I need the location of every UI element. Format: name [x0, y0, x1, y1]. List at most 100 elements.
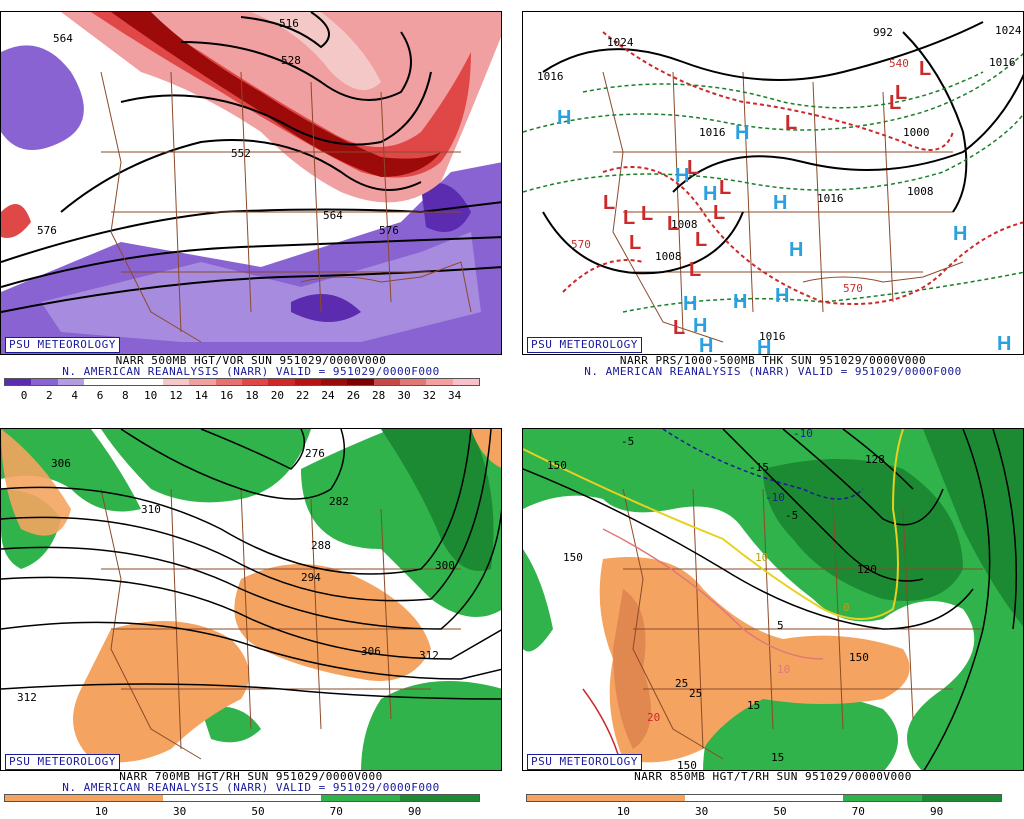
- temperature-label: 20: [647, 711, 660, 724]
- panel-500mb-vorticity: 564 516 528 552 564 576 576 PSU METEOROL…: [0, 11, 502, 403]
- panel-header: NARR 850MB HGT/T/RH SUN 951029/0000V000: [634, 770, 912, 783]
- colorbar-swatch: [426, 379, 453, 385]
- pressure-map-graphic: H H H H H H H H H H H H H H L L L L L L: [523, 12, 1023, 355]
- panel-subheader: N. AMERICAN REANALYSIS (NARR) VALID = 95…: [584, 365, 962, 378]
- svg-text:L: L: [673, 317, 685, 339]
- colorbar-tick-label: 12: [169, 389, 183, 402]
- colorbar-tick-label: 6: [96, 389, 104, 402]
- colorbar-swatch: [31, 379, 58, 385]
- colorbar-tick-label: 0: [20, 389, 28, 402]
- pressure-contour-label: 1008: [671, 218, 698, 231]
- colorbar-swatch: [320, 379, 348, 385]
- height-contour-label: 150: [563, 551, 583, 564]
- vort-contour-label: 552: [231, 147, 251, 160]
- height-contour-label: 288: [311, 539, 331, 552]
- vort-contour-label: 516: [279, 17, 299, 30]
- svg-text:L: L: [713, 202, 725, 224]
- height-contour-label: 150: [547, 459, 567, 472]
- vorticity-map: 564 516 528 552 564 576 576: [0, 11, 502, 355]
- colorbar-swatch: [84, 795, 163, 801]
- temperature-label: -10: [793, 429, 813, 440]
- height-contour-label: 306: [51, 457, 71, 470]
- pressure-contour-label: 1000: [903, 126, 930, 139]
- pressure-contour-label: 992: [873, 26, 893, 39]
- vort-contour-label: 576: [379, 224, 399, 237]
- thickness-contour-label: 540: [889, 57, 909, 70]
- height-contour-label: 312: [419, 649, 439, 662]
- colorbar-swatch: [163, 795, 242, 801]
- colorbar-labels: 10 30 50 70 90: [526, 805, 1002, 818]
- pressure-contour-label: 1008: [655, 250, 682, 263]
- svg-text:H: H: [693, 315, 707, 337]
- credit-label: PSU METEOROLOGY: [5, 754, 120, 770]
- svg-text:L: L: [695, 229, 707, 251]
- temperature-850-map-graphic: 150 150 -5 -10 -15 -10 -5 128 120 10 0 5…: [523, 429, 1023, 770]
- svg-text:L: L: [689, 259, 701, 281]
- panel-subheader: N. AMERICAN REANALYSIS (NARR) VALID = 95…: [62, 781, 440, 794]
- colorbar-tick-label: 32: [422, 389, 436, 402]
- svg-text:H: H: [757, 337, 771, 355]
- temperature-label: 0: [843, 601, 850, 614]
- vort-contour-label: 576: [37, 224, 57, 237]
- thickness-contour-label: 570: [571, 238, 591, 251]
- colorbar-tick-label: 30: [173, 805, 187, 818]
- svg-text:L: L: [641, 203, 653, 225]
- svg-text:L: L: [785, 112, 797, 134]
- pressure-map: H H H H H H H H H H H H H H L L L L L L: [522, 11, 1024, 355]
- colorbar-tick-label: 10: [94, 805, 108, 818]
- colorbar-swatch: [242, 795, 321, 801]
- colorbar-tick-label: 22: [296, 389, 310, 402]
- height-contour-label: 282: [329, 495, 349, 508]
- panel-header: NARR PRS/1000-500MB THK SUN 951029/0000V…: [619, 354, 927, 367]
- colorbar-swatch: [215, 379, 242, 385]
- svg-text:H: H: [733, 291, 747, 313]
- colorbar: [526, 794, 1002, 802]
- colorbar-swatch: [136, 379, 163, 385]
- colorbar-swatch: [764, 795, 843, 801]
- temperature-label: -10: [765, 491, 785, 504]
- panel-header: NARR 700MB HGT/RH SUN 951029/0000V000: [119, 770, 383, 783]
- temperature-label: 25: [689, 687, 702, 700]
- colorbar-swatch: [321, 795, 400, 801]
- svg-text:L: L: [603, 192, 615, 214]
- svg-text:H: H: [775, 285, 789, 307]
- colorbar-tick-label: 70: [329, 805, 343, 818]
- svg-text:H: H: [675, 165, 689, 187]
- temperature-label: 15: [771, 751, 784, 764]
- svg-text:H: H: [997, 333, 1011, 355]
- colorbar-tick-label: 34: [448, 389, 462, 402]
- vort-contour-label: 564: [53, 32, 73, 45]
- svg-text:H: H: [773, 192, 787, 214]
- temperature-label: -15: [749, 461, 769, 474]
- vort-contour-label: 564: [323, 209, 343, 222]
- svg-text:H: H: [557, 107, 571, 129]
- colorbar-tick-label: 8: [122, 389, 129, 402]
- height-contour-label: 150: [849, 651, 869, 664]
- colorbar-swatch: [606, 795, 685, 801]
- height-contour-label: 294: [301, 571, 321, 584]
- temperature-label: -5: [621, 435, 634, 448]
- svg-text:H: H: [703, 183, 717, 205]
- colorbar-tick-label: 10: [144, 389, 158, 402]
- svg-text:L: L: [919, 58, 931, 80]
- humidity-700-map-graphic: 306 310 276 282 288 294 300 306 312 312: [1, 429, 501, 770]
- colorbar-tick-label: 20: [270, 389, 284, 402]
- credit-label: PSU METEOROLOGY: [5, 337, 120, 353]
- temperature-label: 5: [777, 619, 784, 632]
- colorbar-swatch: [400, 795, 479, 801]
- svg-text:H: H: [953, 223, 967, 245]
- colorbar-tick-label: 50: [773, 805, 787, 818]
- pressure-contour-label: 1016: [989, 56, 1016, 69]
- colorbar-swatch: [189, 379, 216, 385]
- svg-text:L: L: [719, 177, 731, 199]
- temperature-label: 10: [777, 663, 790, 676]
- svg-text:H: H: [789, 239, 803, 261]
- pressure-contour-label: 1016: [817, 192, 844, 205]
- colorbar-swatch: [268, 379, 295, 385]
- temperature-850-map: 150 150 -5 -10 -15 -10 -5 128 120 10 0 5…: [522, 428, 1024, 771]
- colorbar-swatch: [83, 379, 111, 385]
- colorbar-swatch: [373, 379, 400, 385]
- svg-text:H: H: [735, 122, 749, 144]
- colorbar-swatch: [110, 379, 137, 385]
- svg-text:L: L: [667, 213, 679, 235]
